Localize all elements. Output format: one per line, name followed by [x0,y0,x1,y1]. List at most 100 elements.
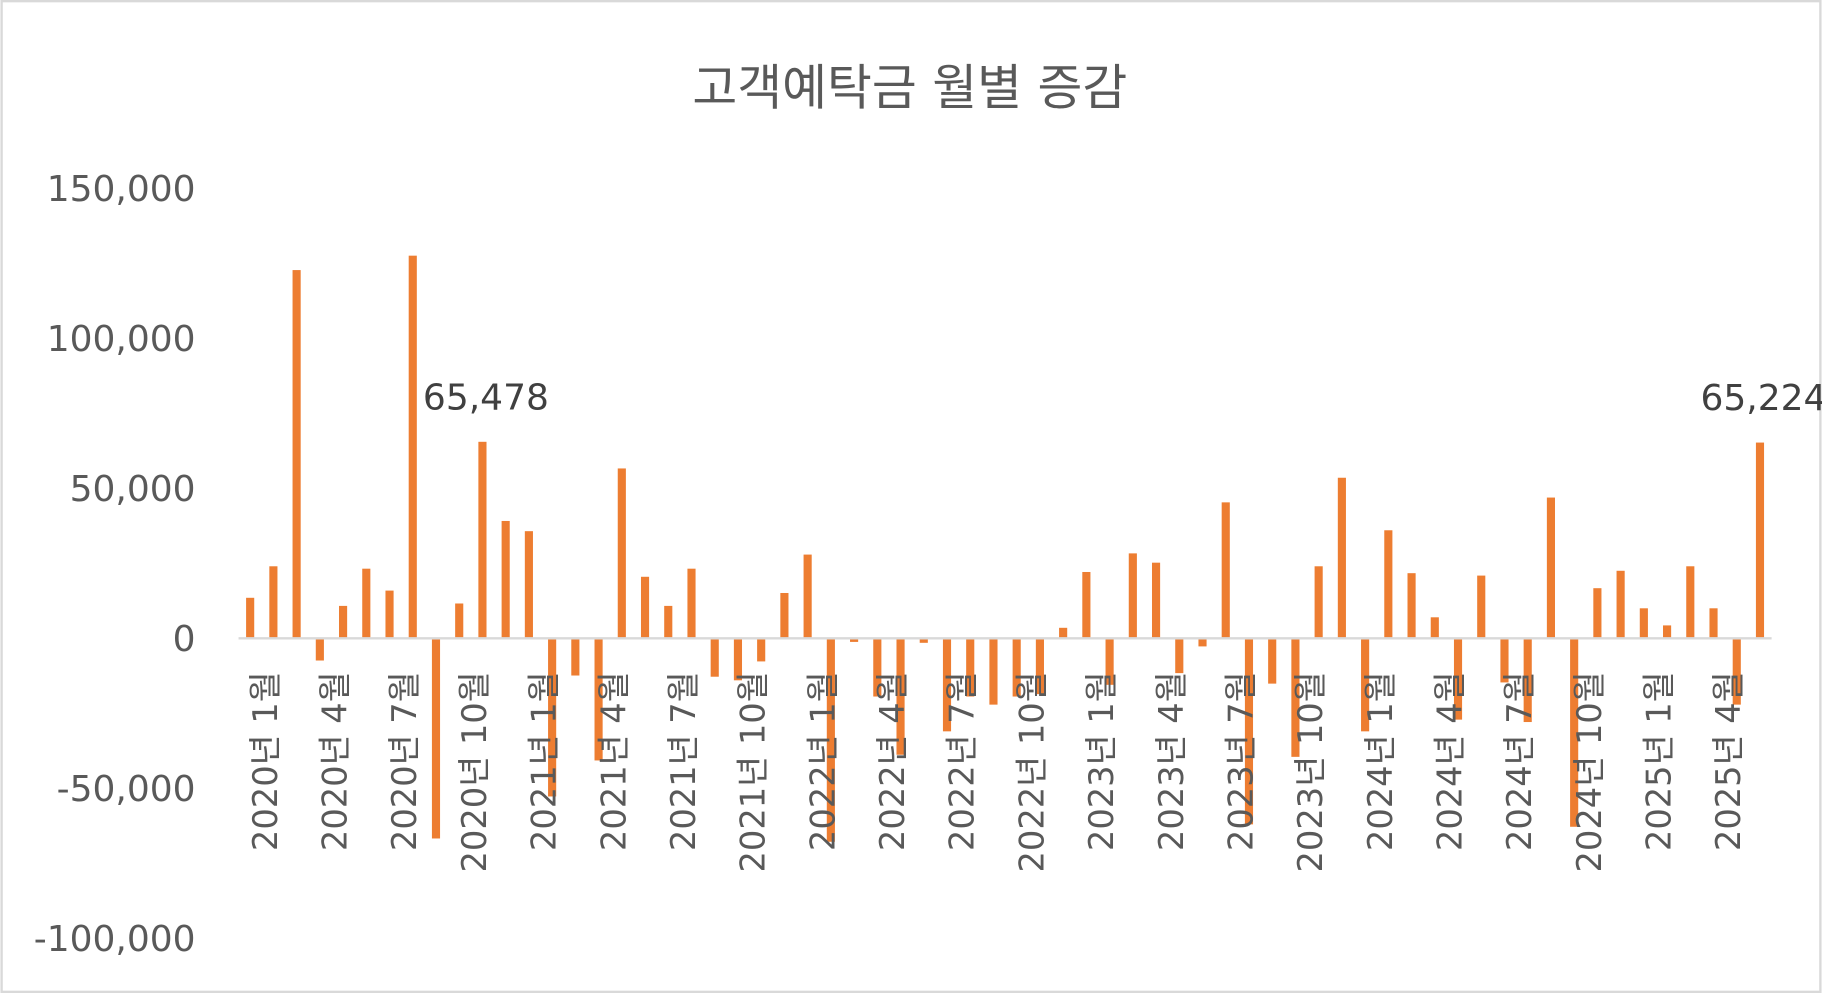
bar [1686,566,1695,639]
bar [385,590,394,639]
bar [757,638,766,662]
bar [780,592,789,639]
x-tick-label: 2022년 4월 [873,671,912,851]
y-tick-label: -100,000 [34,919,196,960]
bar [1175,638,1184,674]
x-tick-label: 2023년 10월 [1291,671,1330,872]
bar [1593,588,1602,639]
bar [1384,530,1393,639]
bar [339,605,348,639]
bar [478,441,487,639]
x-tick-label: 2022년 7월 [943,671,982,851]
data-label: 65,224 [1700,378,1822,419]
bar [1268,638,1277,684]
bar [896,638,905,755]
y-tick-label: 0 [173,619,196,660]
bar [501,520,510,639]
data-label: 65,478 [423,377,549,418]
bar [1059,627,1068,639]
bar [1221,502,1230,639]
x-tick-label: 2022년 10월 [1012,671,1051,872]
x-tick-label: 2022년 1월 [803,671,842,851]
bar [1639,608,1648,639]
x-tick-label: 2021년 4월 [594,671,633,851]
x-tick-label: 2020년 7월 [385,671,424,851]
bar [1546,497,1555,639]
bar [548,638,557,797]
x-tick-label: 2023년 1월 [1082,671,1121,851]
bar [431,638,441,839]
bar [1151,562,1161,639]
x-tick-label: 2023년 4월 [1152,671,1191,851]
x-tick-label: 2023년 7월 [1221,671,1260,851]
x-tick-label: 2025년 1월 [1640,671,1679,851]
bar [455,603,464,639]
y-tick-label: -50,000 [57,769,196,810]
bar [1430,617,1439,639]
bar [1732,638,1741,705]
bar [246,597,255,639]
bars [246,255,1765,842]
bar [850,638,859,642]
y-axis-ticks: 150,000 100,000 50,000 0 -50,000 -100,000 [34,169,196,960]
bar [1453,638,1463,720]
bar [315,638,324,661]
bar [826,638,835,842]
bar [942,638,952,732]
x-tick-label: 2021년 10월 [734,671,773,872]
bar [803,554,812,639]
x-tick-label: 2021년 7월 [664,671,703,851]
bar [1082,571,1091,639]
bar [617,468,626,639]
y-tick-label: 100,000 [47,319,196,360]
data-labels: 65,478 65,224 [423,377,1822,419]
bar [1244,638,1254,825]
x-tick-label: 2020년 1월 [246,671,285,851]
y-tick-label: 150,000 [47,169,196,210]
bar [1105,638,1114,685]
bar [1616,570,1625,639]
bar [687,568,696,639]
bar [1314,566,1323,639]
bar [1523,638,1532,723]
bar [1012,638,1021,697]
bar [640,576,650,639]
bar [408,255,417,639]
bar [269,566,278,639]
bar [524,531,533,639]
bar [1500,638,1509,683]
bar [292,270,301,639]
bar [1407,573,1416,639]
y-tick-label: 50,000 [70,469,196,510]
bar [571,638,580,676]
bar [1477,575,1486,639]
bar [1709,608,1718,639]
bar [873,638,882,697]
bar [919,638,928,643]
bar [1361,638,1370,732]
x-axis-ticks: 2020년 1월 2020년 4월 2020년 7월 2020년 10월 2021년 1… [246,671,1748,872]
bar [664,605,673,639]
bar [733,638,743,681]
bar [1570,638,1579,827]
bar [989,638,998,705]
bar [710,638,719,677]
bar [362,568,371,639]
bar [1291,638,1300,757]
x-tick-label: 2024년 10월 [1570,671,1609,872]
bar [1755,442,1765,639]
x-tick-label: 2024년 7월 [1500,671,1539,851]
bar [1337,477,1346,639]
bar [1035,638,1044,695]
x-tick-label: 2025년 4월 [1709,671,1748,851]
x-tick-label: 2020년 10월 [455,671,494,872]
chart-title: 고객예탁금 월별 증감 [692,60,1127,117]
x-tick-label: 2020년 4월 [316,671,355,851]
x-tick-label: 2024년 4월 [1431,671,1470,851]
bar [1198,638,1207,647]
bar [1663,625,1672,639]
bar [966,638,975,697]
bar [594,638,603,761]
